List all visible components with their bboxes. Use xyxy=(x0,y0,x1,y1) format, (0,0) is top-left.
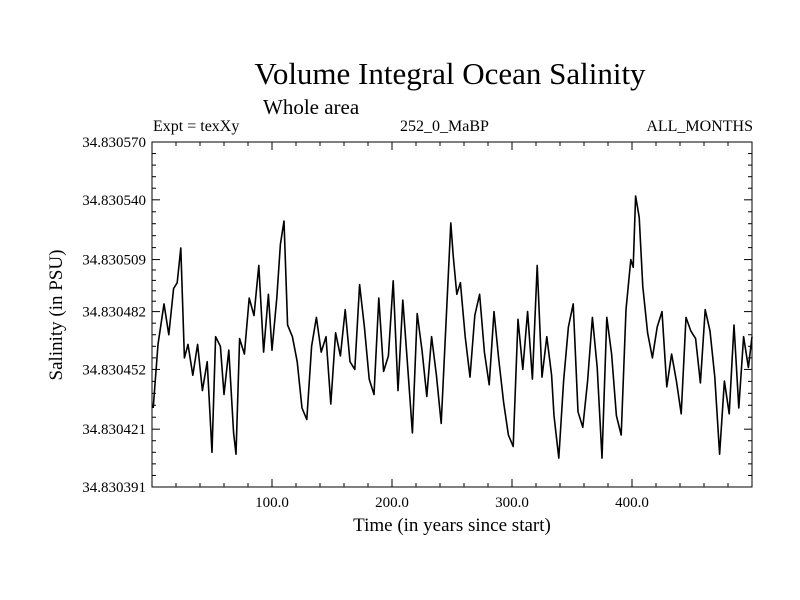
y-axis-ticks: 34.830570 34.830540 34.830509 34.830482 34.8… xyxy=(82,135,752,496)
plot-frame xyxy=(151,141,753,488)
x-tick-label: 400.0 xyxy=(615,495,649,511)
chart-title: Volume Integral Ocean Salinity xyxy=(254,56,646,91)
x-axis-ticks: 100.0 200.0 300.0 400.0 xyxy=(175,142,729,511)
x-tick-label: 200.0 xyxy=(375,495,409,511)
y-tick-label: 34.830452 xyxy=(82,362,146,378)
experiment-label: Expt = texXy xyxy=(153,118,240,135)
x-axis-label: Time (in years since start) xyxy=(353,515,551,536)
y-tick-label: 34.830391 xyxy=(82,480,146,496)
y-tick-label: 34.830509 xyxy=(82,253,146,269)
y-tick-label: 34.830482 xyxy=(82,305,146,321)
period-label: 252_0_MaBP xyxy=(400,118,489,135)
y-tick-label: 34.830421 xyxy=(82,422,146,438)
y-tick-label: 34.830570 xyxy=(82,135,146,151)
months-label: ALL_MONTHS xyxy=(646,118,753,135)
x-tick-label: 100.0 xyxy=(255,495,289,511)
y-axis-label: Salinity (in PSU) xyxy=(46,250,67,381)
x-tick-label: 300.0 xyxy=(495,495,529,511)
series-layer xyxy=(152,195,753,459)
y-tick-label: 34.830540 xyxy=(82,193,146,209)
chart-subtitle: Whole area xyxy=(263,95,360,119)
series-line-salinity xyxy=(152,195,753,459)
